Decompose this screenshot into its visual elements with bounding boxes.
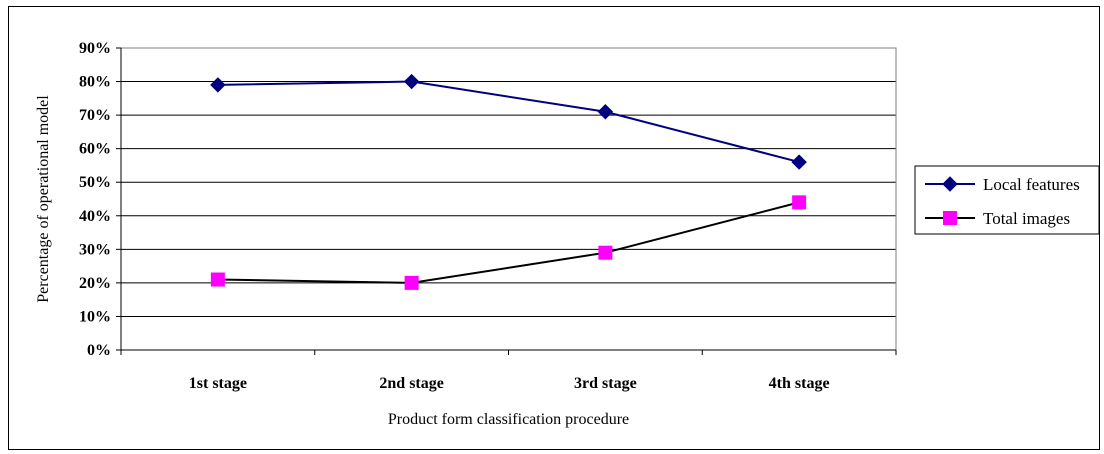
- legend: Local features Total images: [914, 165, 1100, 235]
- data-point: [210, 77, 226, 93]
- data-point: [943, 211, 957, 225]
- x-tick-label: 2nd stage: [379, 375, 443, 392]
- y-tick-label: 40%: [79, 208, 111, 225]
- series: [210, 73, 807, 170]
- legend-label: Local features: [983, 175, 1080, 194]
- y-tick-label: 0%: [87, 342, 111, 359]
- data-point: [597, 104, 614, 120]
- y-tick-label: 50%: [79, 174, 111, 191]
- data-point: [791, 154, 807, 170]
- y-tick-label: 70%: [79, 107, 111, 124]
- y-tick-label: 10%: [79, 308, 111, 325]
- series: [210, 195, 807, 290]
- legend-label: Total images: [983, 209, 1070, 228]
- series-line: [217, 80, 800, 164]
- series-group: [210, 73, 807, 290]
- series-line: [217, 201, 800, 284]
- y-tick-label: 20%: [79, 275, 111, 292]
- grid-lines: [121, 47, 896, 317]
- y-tick-label: 30%: [79, 241, 111, 258]
- y-axis-ticks: 0% 10% 20% 30% 40% 50% 60% 70% 80% 90%: [79, 40, 121, 359]
- y-tick-label: 60%: [79, 141, 111, 158]
- data-point: [792, 195, 807, 210]
- plot-area: [120, 47, 897, 351]
- y-tick-label: 80%: [79, 74, 111, 91]
- y-axis-title: Percentage of operational model: [35, 95, 52, 303]
- data-point: [403, 73, 420, 90]
- data-point: [210, 272, 225, 287]
- x-tick-label: 3rd stage: [574, 375, 637, 392]
- x-axis-title: Product form classification procedure: [388, 411, 629, 428]
- legend-item: Local features: [925, 175, 1080, 194]
- x-tick-label: 1st stage: [189, 375, 247, 392]
- x-tick-label: 4th stage: [769, 375, 830, 392]
- legend-item: Total images: [925, 209, 1070, 228]
- x-axis-ticks: 1st stage 2nd stage 3rd stage 4th stage: [120, 350, 897, 392]
- data-point: [942, 176, 958, 192]
- plot-border: [120, 47, 897, 351]
- data-point: [404, 275, 419, 290]
- data-point: [598, 245, 613, 260]
- y-tick-label: 90%: [79, 40, 111, 57]
